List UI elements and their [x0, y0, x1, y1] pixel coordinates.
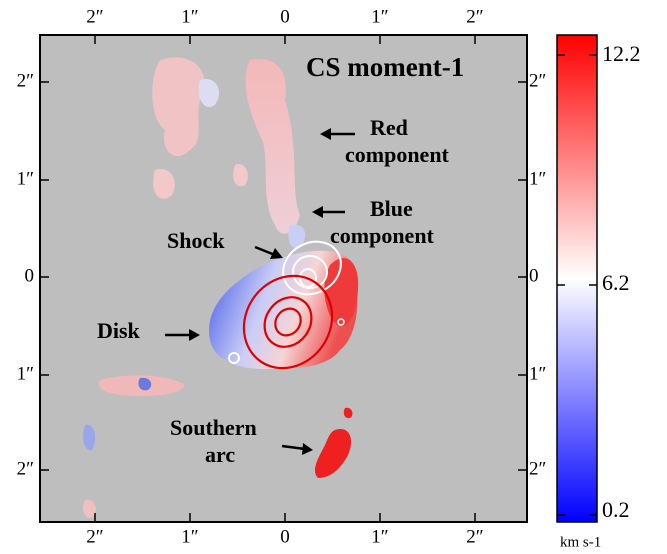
annotation: Red	[370, 115, 408, 140]
tick-label: 2″	[17, 458, 34, 479]
annotation: component	[345, 142, 450, 167]
tick-label: 1″	[371, 526, 388, 547]
tick-label: 0	[529, 265, 539, 286]
tick-label: 2″	[466, 6, 483, 27]
tick-label: 0	[280, 526, 290, 547]
annotation: Blue	[370, 196, 413, 221]
tick-label: 2″	[86, 526, 103, 547]
annotation: component	[330, 223, 435, 248]
tick-label: 1″	[17, 363, 34, 384]
colorbar-unit: km s-1	[560, 534, 601, 550]
tick-label: 2″	[17, 70, 34, 91]
annotation: Shock	[167, 228, 225, 253]
tick-label: 2″	[529, 70, 546, 91]
map-title: CS moment-1	[306, 52, 464, 82]
tick-label: 1″	[529, 168, 546, 189]
tick-label: 2″	[529, 458, 546, 479]
tick-label: 1″	[181, 526, 198, 547]
figure: 2″ 1″ 0 1″ 2″ 2″ 1″ 0 1″ 2″ 2″ 1″ 0 1″ 2…	[0, 0, 667, 554]
colorbar-tick-label: 12.2	[602, 41, 641, 66]
colorbar	[557, 35, 597, 522]
tick-label: 2″	[466, 526, 483, 547]
annotation: Disk	[97, 318, 141, 343]
tick-label: 0	[280, 6, 290, 27]
tick-label: 1″	[529, 363, 546, 384]
tick-label: 1″	[181, 6, 198, 27]
tick-label: 2″	[86, 6, 103, 27]
tick-label: 1″	[17, 168, 34, 189]
annotation: Southern	[170, 415, 257, 440]
colorbar-tick-label: 6.2	[602, 270, 630, 295]
colorbar-tick-label: 0.2	[602, 497, 630, 522]
tick-label: 1″	[371, 6, 388, 27]
tick-label: 0	[25, 265, 35, 286]
annotation: arc	[205, 442, 235, 467]
